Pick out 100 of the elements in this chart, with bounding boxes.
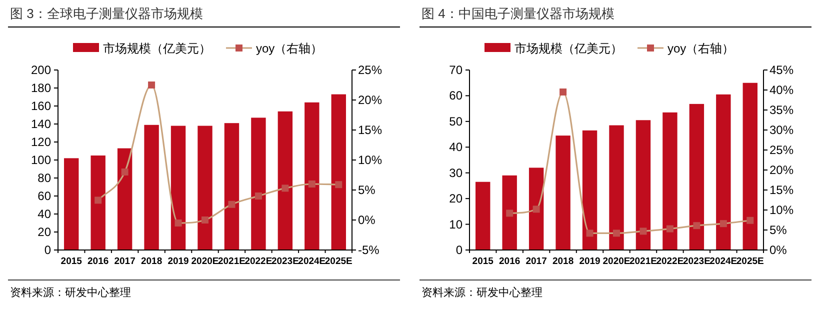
point: [586, 230, 594, 237]
y-tick-label: 40: [449, 140, 463, 154]
point: [94, 196, 102, 204]
y-tick-label: 120: [30, 135, 52, 149]
x-tick-label: 2025E: [324, 256, 352, 267]
x-tick-label: 2016: [88, 256, 109, 267]
point: [746, 216, 754, 224]
y-tick-label: 200: [30, 63, 52, 77]
point: [666, 225, 674, 232]
y2-tick-label: 5%: [770, 223, 788, 237]
x-tick-label: 2022E: [244, 256, 272, 267]
y2-tick-label: 25%: [770, 143, 794, 157]
y2-tick-label: 0%: [358, 213, 376, 227]
y2-tick-label: 45%: [770, 63, 794, 77]
point: [174, 220, 182, 226]
y-tick-label: 20: [449, 192, 463, 206]
x-tick-label: 2018: [140, 256, 162, 267]
bar: [689, 104, 704, 250]
y2-tick-label: 20%: [770, 163, 794, 177]
legend-label: yoy（右轴）: [256, 42, 323, 56]
y2-tick-label: 40%: [770, 83, 794, 97]
point: [532, 206, 540, 213]
point: [613, 230, 620, 237]
bar: [278, 111, 293, 250]
bar: [582, 130, 598, 250]
y2-tick-label: 10%: [770, 203, 794, 217]
x-tick-label: 2023E: [271, 256, 299, 267]
x-tick-label: 2023E: [682, 256, 710, 267]
y-tick-label: 10: [449, 217, 463, 232]
point: [640, 228, 647, 235]
point: [148, 82, 156, 88]
x-tick-label: 2016: [499, 256, 520, 267]
bar: [528, 168, 544, 250]
y-tick-label: 60: [38, 189, 52, 203]
bar: [144, 124, 159, 250]
y2-tick-label: 25%: [358, 63, 382, 77]
legend-label: 市场规模（亿美元）: [103, 42, 211, 56]
y-tick-label: 0: [456, 243, 463, 257]
bar: [224, 123, 240, 250]
x-tick-label: 2017: [114, 256, 136, 267]
y-tick-label: 80: [38, 171, 52, 185]
bar: [742, 82, 758, 250]
bar: [556, 136, 570, 250]
text: 资料来源：研发中心整理: [422, 286, 542, 299]
y2-tick-label: 20%: [358, 93, 382, 107]
y2-tick-label: 0%: [770, 243, 788, 257]
bar: [716, 94, 731, 250]
bar: [304, 102, 320, 250]
x-tick-label: 2019: [168, 256, 189, 267]
y-tick-label: 50: [449, 114, 463, 128]
point: [560, 88, 567, 96]
bar: [476, 182, 490, 250]
legend-label: yoy（右轴）: [668, 42, 734, 56]
y-tick-label: 180: [30, 81, 52, 95]
x-tick-label: 2020E: [191, 256, 219, 267]
x-tick-label: 2020E: [602, 256, 630, 267]
bar: [117, 148, 132, 250]
x-tick-label: 2015: [472, 256, 494, 267]
bar: [609, 125, 624, 250]
point: [720, 220, 727, 228]
x-tick-label: 2024E: [298, 256, 326, 267]
text: 资料来源：研发中心整理: [10, 286, 131, 299]
point: [228, 200, 236, 208]
bar: [170, 126, 186, 250]
y-tick-label: 140: [30, 117, 52, 131]
point: [693, 222, 700, 230]
bar: [251, 118, 266, 250]
x-tick-label: 2021E: [218, 256, 246, 267]
x-tick-label: 2024E: [710, 256, 738, 267]
y2-tick-label: 15%: [770, 183, 794, 197]
y-tick-label: 100: [30, 153, 52, 167]
x-tick-label: 2017: [526, 256, 547, 267]
bar: [198, 126, 212, 250]
bar: [636, 120, 651, 250]
bar: [90, 156, 106, 250]
chart-title: 图 3：全球电子测量仪器市场规模: [10, 6, 203, 21]
y2-tick-label: -5%: [358, 243, 380, 257]
y-tick-label: 60: [449, 88, 463, 103]
y-tick-label: 0: [44, 243, 52, 257]
y-tick-label: 40: [38, 207, 52, 221]
y-tick-label: 30: [449, 166, 463, 180]
x-tick-label: 2018: [552, 256, 574, 267]
y2-tick-label: 30%: [770, 123, 794, 137]
x-tick-label: 2019: [579, 256, 600, 267]
point: [282, 184, 289, 192]
bar: [662, 112, 678, 250]
point: [335, 181, 342, 188]
point: [308, 180, 316, 188]
x-tick-label: 2021E: [629, 256, 657, 267]
y2-tick-label: 15%: [358, 123, 382, 137]
y-tick-label: 20: [38, 225, 52, 239]
legend-label: 市场规模（亿美元）: [514, 42, 622, 56]
point: [121, 168, 128, 176]
x-tick-label: 2022E: [656, 256, 684, 267]
point: [506, 210, 514, 217]
point: [254, 192, 262, 200]
bar: [64, 158, 79, 250]
bar: [502, 175, 517, 250]
point: [202, 216, 208, 224]
y-tick-label: 160: [30, 99, 52, 113]
